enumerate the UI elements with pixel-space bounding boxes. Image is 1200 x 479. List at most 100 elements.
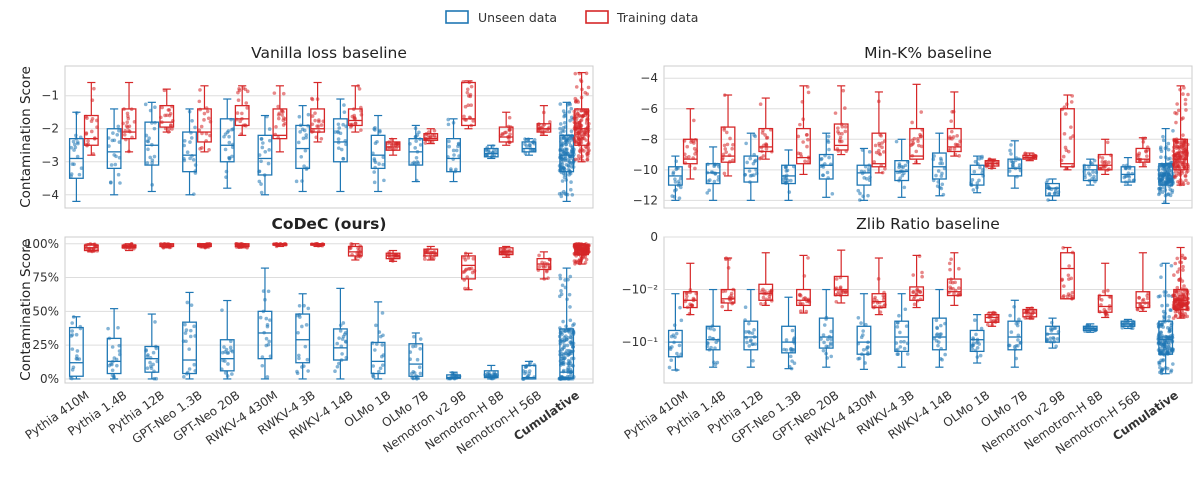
box-training (720, 93, 736, 177)
sample-point (1121, 164, 1126, 168)
sample-point (70, 367, 75, 372)
sample-point (1178, 173, 1183, 177)
sample-point (706, 179, 711, 183)
sample-point (671, 170, 676, 175)
box-unseen (1082, 323, 1098, 334)
sample-point (321, 242, 325, 247)
sample-point (315, 97, 320, 101)
sample-point (950, 137, 954, 141)
sample-point (934, 339, 939, 343)
sample-point (316, 129, 321, 134)
sample-point (1167, 342, 1171, 347)
sample-point (731, 142, 735, 147)
sample-point (897, 162, 902, 166)
sample-point (856, 356, 860, 361)
sample-point (1183, 102, 1188, 106)
box-unseen (144, 313, 160, 381)
sample-point (861, 194, 865, 199)
sample-point (79, 166, 84, 171)
sample-point (153, 105, 157, 109)
sample-point (730, 146, 734, 151)
sample-point (313, 118, 317, 123)
sample-point (790, 359, 794, 363)
sample-point (866, 340, 870, 345)
sample-point (1009, 152, 1013, 156)
sample-point (747, 169, 752, 173)
sample-point (569, 327, 574, 331)
box-iqr (931, 317, 947, 351)
sample-point (1165, 348, 1169, 352)
category-group (931, 91, 962, 197)
sample-point (679, 318, 684, 323)
sample-point (187, 109, 192, 114)
sample-point (767, 297, 772, 301)
sample-point (1161, 138, 1166, 143)
sample-point (112, 374, 116, 379)
sample-point (359, 112, 364, 117)
box-iqr (461, 255, 476, 280)
sample-point (1169, 326, 1173, 330)
sample-point (952, 147, 957, 151)
sample-point (1166, 165, 1171, 170)
sample-point (920, 270, 924, 275)
sample-point (1179, 298, 1184, 303)
sample-point (798, 122, 802, 127)
sample-point (867, 169, 871, 174)
sample-point (1099, 303, 1103, 307)
sample-point (532, 375, 537, 379)
sample-point (333, 130, 338, 134)
sample-point (1184, 108, 1188, 112)
sample-point (1179, 289, 1183, 294)
sample-point (828, 341, 833, 345)
box-iqr (781, 164, 796, 185)
category-group (818, 249, 849, 368)
sample-point (723, 147, 728, 151)
sample-point (989, 166, 994, 170)
box-iqr (498, 126, 514, 143)
sample-point (693, 166, 697, 171)
sample-point (975, 345, 980, 350)
sample-point (856, 188, 861, 193)
sample-point (939, 174, 944, 178)
y-tick-label: −1 (41, 89, 59, 103)
sample-point (408, 350, 413, 354)
sample-point (124, 137, 128, 142)
sample-point (109, 163, 114, 167)
sample-point (824, 315, 829, 320)
sample-point (706, 326, 711, 330)
sample-point (917, 254, 922, 258)
sample-point (297, 313, 302, 317)
y-tick-label: −10⁻² (622, 283, 659, 297)
sample-point (882, 290, 886, 295)
sample-point (939, 332, 943, 336)
sample-point (453, 169, 458, 174)
sample-point (570, 145, 575, 149)
sample-point (423, 250, 428, 255)
legend-unseen-label: Unseen data (478, 10, 557, 25)
y-tick-label: −4 (41, 188, 59, 202)
sample-point (1082, 169, 1087, 174)
sample-point (189, 130, 193, 135)
sample-point (829, 337, 833, 342)
sample-point (834, 286, 839, 291)
sample-point (721, 289, 725, 294)
sample-point (263, 297, 267, 302)
sample-point (447, 139, 451, 144)
sample-point (791, 339, 796, 344)
sample-point (1123, 166, 1128, 170)
sample-point (1177, 301, 1182, 306)
sample-point (872, 297, 877, 302)
sample-point (1143, 301, 1147, 305)
sample-point (919, 110, 924, 114)
sample-point (882, 304, 886, 308)
sample-point (1099, 166, 1104, 171)
box-iqr (295, 124, 311, 170)
sample-point (422, 257, 427, 261)
sample-point (1025, 313, 1029, 318)
sample-point (267, 148, 271, 152)
sample-point (914, 160, 918, 164)
box-unseen (332, 98, 348, 193)
sample-point (107, 336, 112, 341)
sample-point (727, 159, 732, 164)
sample-point (117, 343, 122, 348)
